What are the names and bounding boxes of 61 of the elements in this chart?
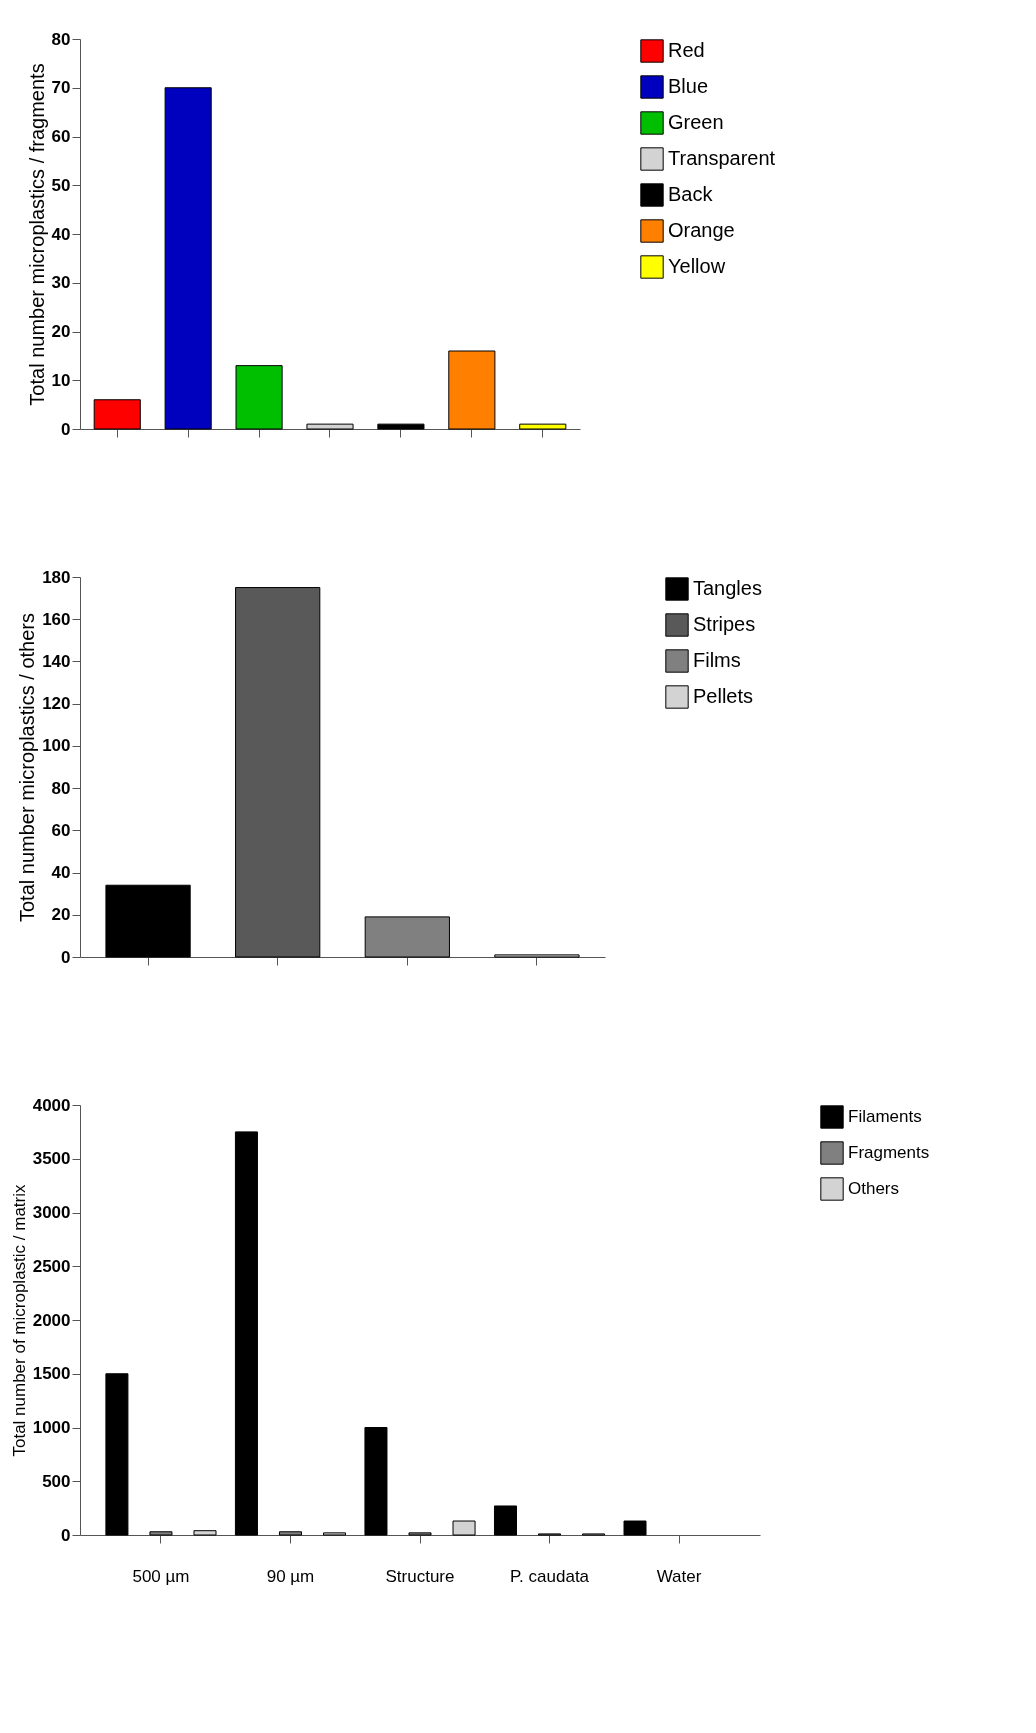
y-axis-title: Total number microplastics / fragments — [25, 63, 48, 406]
y-tick-label: 40 — [51, 863, 71, 883]
y-tick-label: 4000 — [32, 1095, 71, 1115]
legend-label: Others — [848, 1179, 900, 1198]
y-tick-label: 2000 — [32, 1310, 71, 1330]
legend-label: Transparent — [668, 147, 776, 169]
bar — [234, 1131, 258, 1536]
y-tick-label: 0 — [61, 419, 71, 439]
y-tick-label: 60 — [51, 127, 71, 146]
y-tick-label: 50 — [51, 175, 71, 195]
y-axis-title: Total number of microplastic / matrix — [9, 1183, 29, 1457]
y-tick-label: 500 — [42, 1471, 71, 1491]
bar — [323, 1532, 347, 1536]
y-tick-label: 100 — [42, 736, 71, 756]
y-tick-label: 0 — [61, 947, 71, 967]
y-tick-label: 180 — [42, 567, 71, 587]
y-tick-label: 80 — [51, 778, 71, 798]
y-axis-title: Total number microplastics / others — [16, 612, 39, 923]
y-tick-label: 0 — [61, 1525, 71, 1545]
bar — [623, 1520, 647, 1536]
y-tick-label: 2500 — [32, 1256, 71, 1276]
y-tick-label: 3500 — [32, 1149, 71, 1169]
legend-label: Yellow — [668, 255, 726, 277]
x-tick-label: 90 µm — [266, 1566, 315, 1586]
legend-label: Red — [668, 39, 705, 61]
legend-label: Pellets — [693, 685, 754, 707]
y-tick-label: 120 — [42, 694, 71, 714]
y-tick-label: 20 — [51, 905, 71, 925]
y-tick-label: 3000 — [32, 1203, 71, 1222]
bar — [364, 1427, 388, 1536]
x-tick-label: P. caudata — [509, 1566, 590, 1586]
y-tick-label: 10 — [51, 370, 71, 390]
y-tick-label: 70 — [51, 78, 71, 98]
legend-label: Back — [668, 183, 714, 205]
bar — [105, 1373, 129, 1536]
y-tick-label: 30 — [51, 273, 71, 293]
y-tick-label: 20 — [51, 322, 71, 341]
y-tick-label: 60 — [51, 820, 71, 840]
y-tick-label: 1000 — [32, 1418, 71, 1437]
legend-label: Orange — [668, 219, 735, 241]
x-tick-label: 500 µm — [132, 1566, 190, 1586]
bar — [452, 1520, 476, 1536]
y-tick-label: 140 — [42, 651, 71, 671]
y-tick-label: 40 — [51, 224, 71, 244]
y-tick-label: 160 — [42, 609, 71, 629]
bar — [493, 1505, 517, 1536]
x-tick-label: Water — [656, 1566, 702, 1586]
bar — [149, 1531, 173, 1536]
legend-label: Films — [693, 649, 741, 671]
y-tick-label: 80 — [51, 29, 71, 49]
bar — [408, 1532, 432, 1536]
bar — [278, 1531, 302, 1536]
legend-label: Fragments — [848, 1143, 930, 1162]
legend-label: Green — [668, 111, 724, 133]
legend-label: Filaments — [848, 1107, 922, 1126]
y-tick-label: 1500 — [32, 1364, 71, 1384]
legend-label: Blue — [668, 75, 709, 97]
bar — [193, 1530, 217, 1536]
legend-label: Stripes — [693, 613, 756, 635]
x-tick-label: Structure — [385, 1566, 455, 1586]
legend-label: Tangles — [693, 577, 762, 599]
